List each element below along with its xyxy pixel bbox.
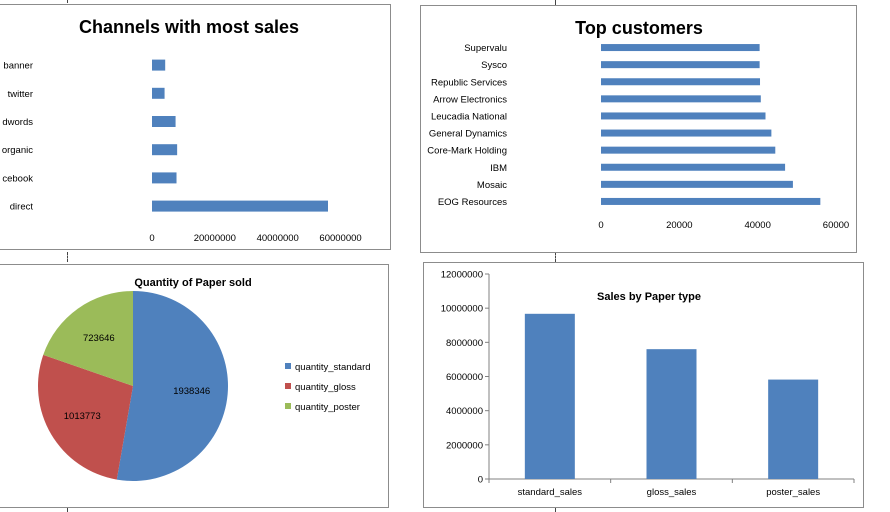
category-label: direct xyxy=(10,202,34,213)
tick-label: 40000 xyxy=(744,220,770,231)
category-label: cebook xyxy=(2,173,33,184)
tick-label: 0 xyxy=(478,475,483,486)
bar xyxy=(601,180,793,188)
tick-label: 6000000 xyxy=(446,372,483,383)
data-label: 1013773 xyxy=(64,411,101,422)
paper-quantity-chart: Quantity of Paper sold 1938346 1013773 723… xyxy=(38,277,371,481)
tick-label: 60000 xyxy=(823,220,849,231)
tick-label: 4000000 xyxy=(446,406,483,417)
customers-chart: Top customers Supervalu Sysco Republic Ser… xyxy=(427,18,849,231)
category-label: poster_sales xyxy=(766,487,820,498)
data-label: 723646 xyxy=(83,333,115,344)
tick-label: 20000000 xyxy=(194,233,236,244)
bar xyxy=(601,146,776,154)
tick-label: 8000000 xyxy=(446,338,483,349)
page-break-line xyxy=(67,508,68,512)
pie-slice xyxy=(43,291,133,386)
legend-swatch xyxy=(285,363,291,369)
bar xyxy=(152,59,166,71)
category-label: EOG Resources xyxy=(438,197,507,208)
category-label: Mosaic xyxy=(477,180,507,191)
page-break-line xyxy=(555,508,556,512)
chart-title: Quantity of Paper sold xyxy=(134,277,251,289)
category-label: twitter xyxy=(8,89,33,100)
data-label: 1938346 xyxy=(173,386,210,397)
legend-swatch xyxy=(285,383,291,389)
bar xyxy=(601,78,761,86)
tick-label: 2000000 xyxy=(446,440,483,451)
legend-label: quantity_standard xyxy=(295,362,371,373)
bar xyxy=(601,61,760,69)
tick-label: 12000000 xyxy=(441,270,483,281)
bar xyxy=(601,112,766,120)
category-label: dwords xyxy=(2,117,33,128)
category-label: Core-Mark Holding xyxy=(427,146,507,157)
bar xyxy=(152,116,176,127)
pie-slice xyxy=(38,354,133,480)
bar xyxy=(601,197,821,205)
bar xyxy=(152,172,177,184)
bar xyxy=(768,379,819,479)
page-break-line xyxy=(555,0,556,5)
category-label: standard_sales xyxy=(518,487,583,498)
bar xyxy=(152,200,328,212)
customers-chart-panel[interactable]: Top customers Supervalu Sysco Republic Ser… xyxy=(420,5,857,253)
tick-label: 10000000 xyxy=(441,304,483,315)
tick-label: 0 xyxy=(149,233,154,244)
bar xyxy=(152,144,178,156)
category-label: Supervalu xyxy=(464,43,507,54)
category-label: organic xyxy=(2,145,33,156)
chart-title: Sales by Paper type xyxy=(597,291,701,303)
category-label: Republic Services xyxy=(431,77,507,88)
legend-swatch xyxy=(285,403,291,409)
category-label: banner xyxy=(3,61,33,72)
page-break-line xyxy=(555,252,556,262)
paper-sales-chart: Sales by Paper type 0 2000000 4000000 60000… xyxy=(441,270,855,498)
chart-title: Channels with most sales xyxy=(79,17,299,37)
paper-sales-chart-panel[interactable]: Sales by Paper type 0 2000000 4000000 60000… xyxy=(423,262,864,508)
category-label: Leucadia National xyxy=(431,111,507,122)
legend-label: quantity_poster xyxy=(295,402,360,413)
page-break-line xyxy=(67,252,68,262)
category-label: Sysco xyxy=(481,60,507,71)
bar xyxy=(601,44,760,52)
channels-chart-panel[interactable]: Channels with most sales banner twitter dw… xyxy=(0,4,391,250)
category-label: General Dynamics xyxy=(429,129,507,140)
bar xyxy=(152,87,165,99)
bar xyxy=(646,349,697,479)
bar xyxy=(524,313,575,479)
tick-label: 60000000 xyxy=(319,233,361,244)
chart-title: Top customers xyxy=(575,18,703,38)
legend-label: quantity_gloss xyxy=(295,382,356,393)
paper-quantity-chart-panel[interactable]: Quantity of Paper sold 1938346 1013773 723… xyxy=(0,264,389,508)
bar xyxy=(601,95,761,103)
bar xyxy=(601,163,786,171)
category-label: Arrow Electronics xyxy=(433,94,507,105)
bar xyxy=(601,129,772,137)
tick-label: 20000 xyxy=(666,220,692,231)
tick-label: 0 xyxy=(598,220,603,231)
channels-chart: Channels with most sales banner twitter dw… xyxy=(2,17,362,244)
category-label: gloss_sales xyxy=(647,487,697,498)
tick-label: 40000000 xyxy=(257,233,299,244)
category-label: IBM xyxy=(490,163,507,174)
pie-slice xyxy=(116,291,229,481)
